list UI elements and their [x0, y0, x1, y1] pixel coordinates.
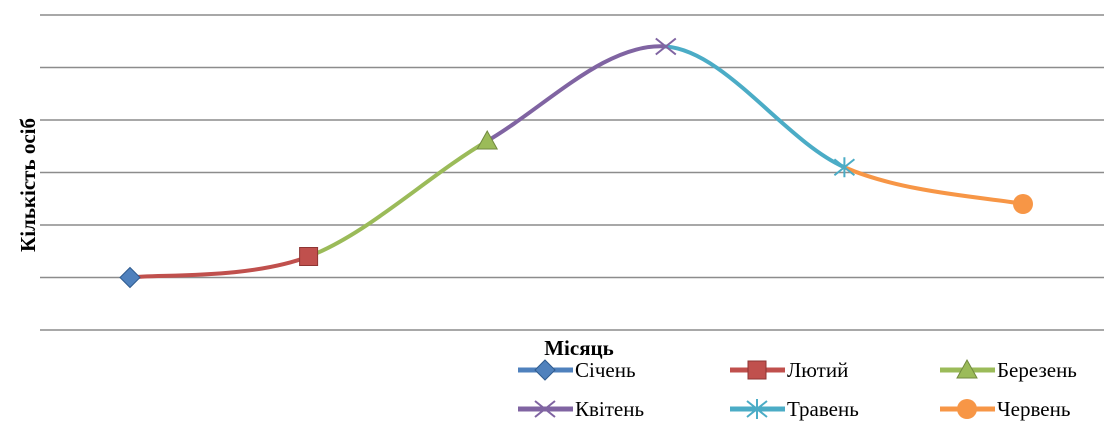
legend-item: Червень [940, 397, 1070, 421]
gridlines [40, 14, 1104, 331]
series-line-segment [842, 165, 1025, 206]
legend: Січень Лютий Березень Квітень Травень Червень [518, 358, 1077, 421]
series-line-segment [485, 44, 668, 143]
marker-triangle [956, 358, 978, 379]
marker-triangle [476, 129, 499, 150]
legend-label: Червень [997, 397, 1070, 421]
marker-square [299, 247, 319, 266]
legend-label: Квітень [575, 397, 644, 421]
series-line-segment [663, 44, 847, 170]
marker-star [746, 399, 768, 419]
legend-item: Лютий [730, 358, 848, 382]
marker-x [655, 37, 677, 56]
legend-label: Лютий [787, 358, 848, 382]
x-axis-label: Місяць [544, 336, 614, 360]
legend-item: Березень [940, 358, 1077, 382]
legend-label: Січень [575, 358, 636, 382]
marker-circle [1013, 194, 1033, 214]
legend-item: Травень [730, 397, 859, 421]
marker-square [747, 360, 767, 380]
marker-diamond [119, 266, 141, 289]
series-line-segment [306, 139, 490, 259]
legend-item: Січень [518, 358, 636, 382]
legend-item: Квітень [518, 397, 644, 421]
marker-star [833, 157, 856, 178]
y-axis-label: Кількість осіб [16, 118, 40, 252]
marker-diamond [534, 359, 556, 381]
legend-label: Травень [787, 397, 859, 421]
marker-x [534, 400, 556, 418]
series-lines [128, 44, 1025, 280]
data-markers [119, 37, 1033, 289]
legend-label: Березень [997, 358, 1077, 382]
series-line-segment [128, 254, 311, 280]
marker-circle [957, 399, 977, 419]
